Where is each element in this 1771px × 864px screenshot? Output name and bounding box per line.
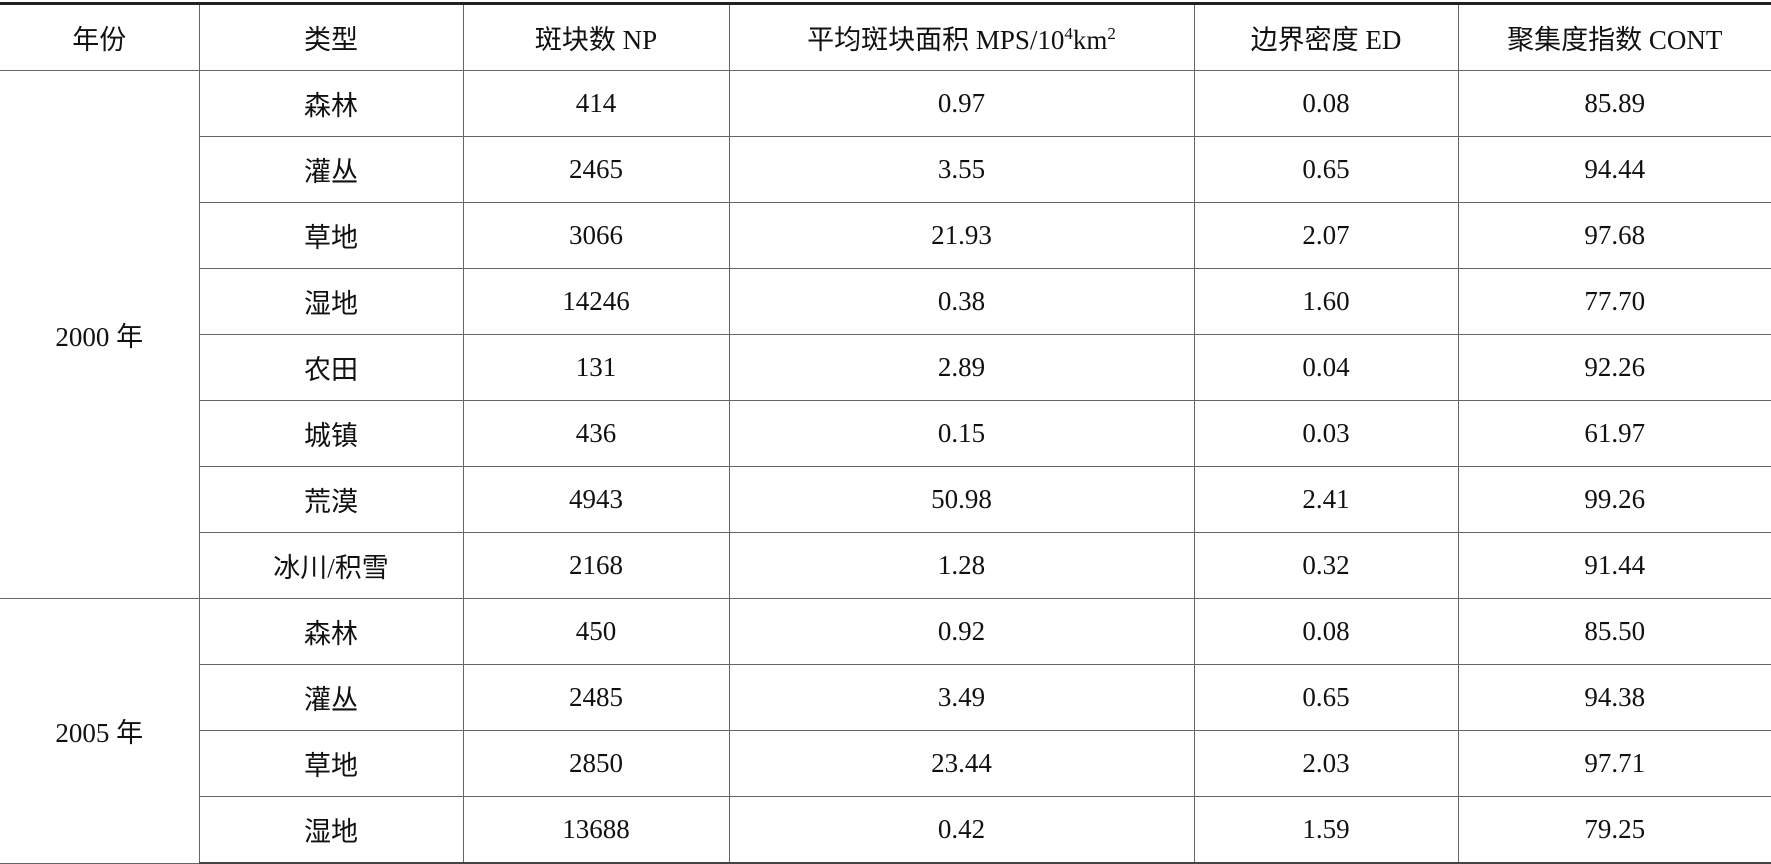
header-cell: 平均斑块面积 MPS/104km2 bbox=[728, 2, 1195, 71]
value-cell: 2.03 bbox=[1193, 730, 1459, 797]
value-cell: 414 bbox=[462, 70, 730, 137]
value-cell: 61.97 bbox=[1457, 400, 1771, 467]
header-cell: 斑块数 NP bbox=[462, 2, 730, 71]
value-cell: 4943 bbox=[462, 466, 730, 533]
value-cell: 2.07 bbox=[1193, 202, 1459, 269]
type-cell: 灌丛 bbox=[199, 136, 464, 203]
value-cell: 94.44 bbox=[1457, 136, 1771, 203]
value-cell: 85.50 bbox=[1457, 598, 1771, 665]
value-cell: 23.44 bbox=[728, 730, 1195, 797]
value-cell: 0.42 bbox=[728, 796, 1195, 864]
header-text: 平均斑块面积 MPS/10 bbox=[807, 25, 1065, 55]
value-cell: 3.49 bbox=[728, 664, 1195, 731]
table-row: 冰川/积雪 2168 1.28 0.32 91.44 bbox=[0, 532, 1771, 599]
year-cell: 2000 年 bbox=[0, 70, 200, 599]
type-cell: 草地 bbox=[199, 730, 464, 797]
type-cell: 农田 bbox=[199, 334, 464, 401]
type-cell: 灌丛 bbox=[199, 664, 464, 731]
value-cell: 1.59 bbox=[1193, 796, 1459, 864]
type-cell: 森林 bbox=[198, 598, 464, 665]
table-row: 草地 3066 21.93 2.07 97.68 bbox=[0, 202, 1771, 269]
value-cell: 1.60 bbox=[1193, 268, 1459, 335]
value-cell: 77.70 bbox=[1457, 268, 1771, 335]
value-cell: 97.68 bbox=[1457, 202, 1771, 269]
header-cell: 类型 bbox=[198, 2, 464, 71]
value-cell: 50.98 bbox=[728, 466, 1195, 533]
value-cell: 2168 bbox=[462, 532, 730, 599]
superscript: 4 bbox=[1064, 24, 1073, 43]
value-cell: 436 bbox=[462, 400, 730, 467]
value-cell: 0.08 bbox=[1193, 598, 1459, 665]
value-cell: 79.25 bbox=[1457, 796, 1771, 864]
table-row: 草地 2850 23.44 2.03 97.71 bbox=[0, 730, 1771, 797]
value-cell: 0.15 bbox=[728, 400, 1195, 467]
value-cell: 0.08 bbox=[1193, 70, 1459, 137]
header-cell: 边界密度 ED bbox=[1193, 2, 1459, 71]
value-cell: 1.28 bbox=[728, 532, 1195, 599]
type-cell: 荒漠 bbox=[199, 466, 464, 533]
value-cell: 2.89 bbox=[728, 334, 1195, 401]
value-cell: 97.71 bbox=[1457, 730, 1771, 797]
value-cell: 3.55 bbox=[728, 136, 1195, 203]
value-cell: 131 bbox=[462, 334, 730, 401]
value-cell: 99.26 bbox=[1457, 466, 1771, 533]
value-cell: 0.97 bbox=[728, 70, 1195, 137]
value-cell: 92.26 bbox=[1457, 334, 1771, 401]
table-row: 农田 131 2.89 0.04 92.26 bbox=[0, 334, 1771, 401]
table-row: 2005 年森林 450 0.92 0.08 85.50 bbox=[0, 598, 1771, 864]
value-cell: 0.03 bbox=[1193, 400, 1459, 467]
value-cell: 94.38 bbox=[1457, 664, 1771, 731]
value-cell: 14246 bbox=[462, 268, 730, 335]
value-cell: 0.65 bbox=[1193, 664, 1459, 731]
value-cell: 85.89 bbox=[1457, 70, 1771, 137]
header-text: km bbox=[1072, 25, 1108, 55]
type-cell: 湿地 bbox=[199, 268, 464, 335]
value-cell: 2485 bbox=[462, 664, 730, 731]
table-row: 城镇 436 0.15 0.03 61.97 bbox=[0, 400, 1771, 467]
table-row: 湿地 13688 0.42 1.59 79.25 bbox=[0, 796, 1771, 864]
type-cell: 湿地 bbox=[199, 796, 464, 864]
value-cell: 0.92 bbox=[728, 598, 1195, 665]
table-row: 灌丛 2485 3.49 0.65 94.38 bbox=[0, 664, 1771, 731]
type-cell: 冰川/积雪 bbox=[199, 532, 464, 599]
year-cell: 2005 年 bbox=[0, 598, 200, 864]
value-cell: 91.44 bbox=[1457, 532, 1771, 599]
type-cell: 森林 bbox=[198, 70, 464, 137]
superscript: 2 bbox=[1107, 24, 1116, 43]
value-cell: 0.38 bbox=[728, 268, 1195, 335]
header-row: 年份 类型 斑块数 NP 平均斑块面积 MPS/104km2 边界密度 ED 聚集度指数 … bbox=[0, 2, 1771, 71]
value-cell: 0.32 bbox=[1193, 532, 1459, 599]
header-cell: 聚集度指数 CONT bbox=[1457, 2, 1771, 71]
value-cell: 0.04 bbox=[1193, 334, 1459, 401]
value-cell: 2850 bbox=[462, 730, 730, 797]
header-cell: 年份 bbox=[0, 2, 200, 71]
table-row: 2000 年森林 414 0.97 0.08 85.89 bbox=[0, 70, 1771, 599]
value-cell: 13688 bbox=[462, 796, 730, 864]
value-cell: 2.41 bbox=[1193, 466, 1459, 533]
value-cell: 2465 bbox=[462, 136, 730, 203]
type-cell: 城镇 bbox=[199, 400, 464, 467]
table-row: 荒漠 4943 50.98 2.41 99.26 bbox=[0, 466, 1771, 533]
table-row: 湿地 14246 0.38 1.60 77.70 bbox=[0, 268, 1771, 335]
value-cell: 21.93 bbox=[728, 202, 1195, 269]
value-cell: 3066 bbox=[462, 202, 730, 269]
value-cell: 0.65 bbox=[1193, 136, 1459, 203]
value-cell: 450 bbox=[462, 598, 730, 665]
type-cell: 草地 bbox=[199, 202, 464, 269]
table-row: 灌丛 2465 3.55 0.65 94.44 bbox=[0, 136, 1771, 203]
